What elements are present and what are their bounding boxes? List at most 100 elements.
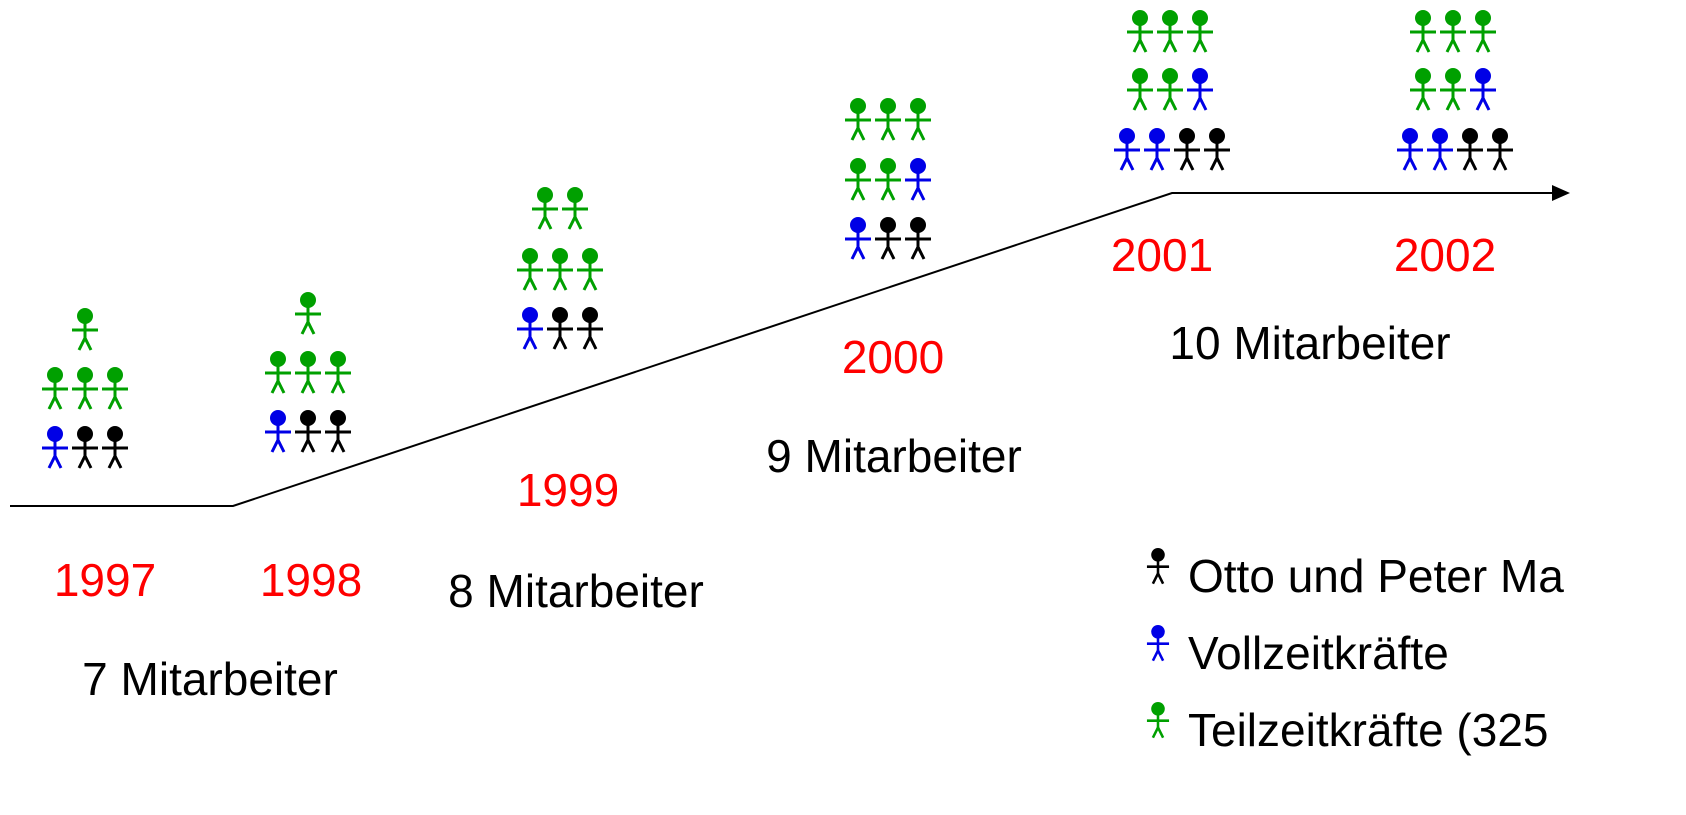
person-icon <box>845 98 871 141</box>
legend-label: Otto und Peter Ma <box>1188 550 1564 602</box>
person-icon <box>1397 128 1423 171</box>
icon-head <box>1415 10 1431 26</box>
person-icon <box>1146 702 1170 739</box>
icon-head <box>47 367 63 383</box>
icon-legs <box>270 436 286 453</box>
icon-head <box>77 308 93 324</box>
icon-head <box>300 292 316 308</box>
icon-legs <box>1119 154 1135 171</box>
icon-legs <box>582 274 598 291</box>
icon-legs <box>1492 154 1508 171</box>
icon-legs <box>1151 570 1165 585</box>
icon-head <box>910 217 926 233</box>
icon-legs <box>1475 94 1491 111</box>
person-icon <box>265 410 291 453</box>
icon-legs <box>1192 36 1208 53</box>
person-icon <box>577 307 603 350</box>
icon-head <box>880 158 896 174</box>
person-icon <box>1187 68 1213 111</box>
icon-legs <box>107 452 123 469</box>
person-icon <box>905 158 931 201</box>
person-icon <box>1440 10 1466 53</box>
icon-head <box>77 367 93 383</box>
person-icon <box>562 187 588 230</box>
icon-head <box>1151 625 1165 639</box>
person-icon <box>72 426 98 469</box>
staff-count: 8 Mitarbeiter <box>448 565 704 617</box>
person-icon <box>1144 128 1170 171</box>
person-icon <box>1127 68 1153 111</box>
icon-head <box>552 248 568 264</box>
icon-head <box>880 217 896 233</box>
icon-legs <box>567 213 583 230</box>
icon-head <box>1475 10 1491 26</box>
icon-legs <box>300 436 316 453</box>
icon-legs <box>910 124 926 141</box>
year-label: 1999 <box>517 464 619 516</box>
icon-head <box>552 307 568 323</box>
icon-legs <box>1415 36 1431 53</box>
icon-legs <box>1192 94 1208 111</box>
person-icon <box>577 248 603 291</box>
person-icon <box>42 426 68 469</box>
icon-head <box>330 351 346 367</box>
icon-legs <box>47 393 63 410</box>
icon-legs <box>910 184 926 201</box>
icon-legs <box>1151 724 1165 739</box>
icon-head <box>1151 548 1165 562</box>
icon-head <box>880 98 896 114</box>
person-icon <box>1487 128 1513 171</box>
person-icon <box>1157 68 1183 111</box>
icon-legs <box>77 393 93 410</box>
icon-head <box>107 367 123 383</box>
year-label: 2000 <box>842 331 944 383</box>
icon-head <box>1132 68 1148 84</box>
person-icon <box>295 292 321 335</box>
icon-head <box>522 248 538 264</box>
person-icon <box>517 248 543 291</box>
icon-legs <box>270 377 286 394</box>
icon-legs <box>880 184 896 201</box>
icon-legs <box>77 452 93 469</box>
icon-head <box>270 351 286 367</box>
person-icon <box>1157 10 1183 53</box>
icon-head <box>1192 68 1208 84</box>
person-icon <box>72 308 98 351</box>
icon-head <box>1151 702 1165 716</box>
person-icon <box>1470 10 1496 53</box>
person-icon <box>1410 68 1436 111</box>
icon-legs <box>1402 154 1418 171</box>
person-icon <box>875 158 901 201</box>
icon-head <box>1119 128 1135 144</box>
icon-legs <box>330 377 346 394</box>
person-icon <box>102 426 128 469</box>
person-icon <box>265 351 291 394</box>
icon-legs <box>1151 647 1165 662</box>
growth-line <box>10 192 1552 507</box>
person-icon <box>1114 128 1140 171</box>
icon-legs <box>582 333 598 350</box>
icon-head <box>1132 10 1148 26</box>
icon-head <box>1402 128 1418 144</box>
icon-head <box>1415 68 1431 84</box>
icon-legs <box>522 274 538 291</box>
person-icon <box>325 351 351 394</box>
icon-legs <box>552 333 568 350</box>
person-icon <box>905 217 931 260</box>
person-icon <box>875 98 901 141</box>
icon-head <box>1192 10 1208 26</box>
icon-legs <box>850 124 866 141</box>
icon-head <box>567 187 583 203</box>
person-icon <box>1174 128 1200 171</box>
icon-head <box>1475 68 1491 84</box>
person-icon <box>547 307 573 350</box>
icon-legs <box>1445 94 1461 111</box>
staff-count: 9 Mitarbeiter <box>766 430 1022 482</box>
icon-head <box>47 426 63 442</box>
person-icon <box>875 217 901 260</box>
icon-head <box>537 187 553 203</box>
icon-head <box>1179 128 1195 144</box>
icon-head <box>850 217 866 233</box>
legend-label: Vollzeitkräfte <box>1188 627 1449 679</box>
